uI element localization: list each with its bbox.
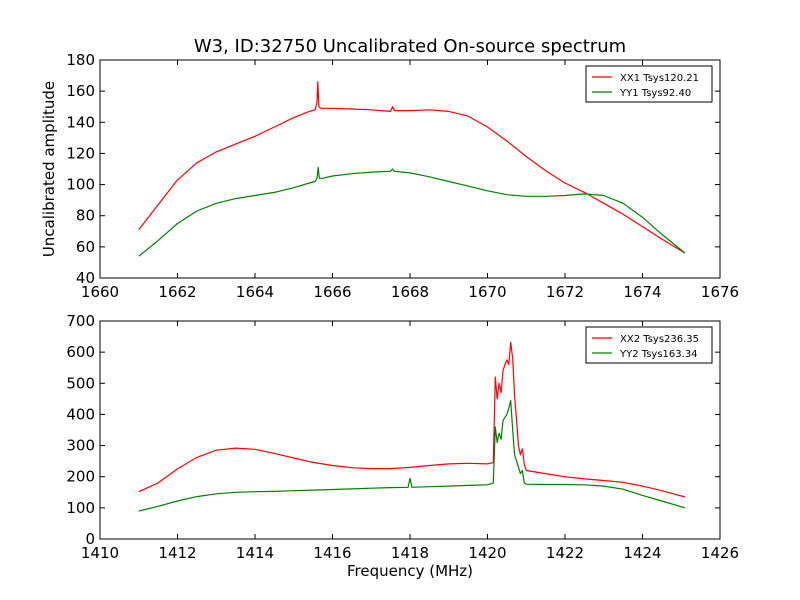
series-line-2-1 [138, 341, 686, 498]
x-tick-label: 1422 [546, 544, 584, 562]
y-tick-label: 300 [66, 437, 95, 455]
x-tick-label: 1410 [81, 544, 119, 562]
x-tick-label: 1414 [236, 544, 274, 562]
x-tick-label: 1676 [701, 283, 739, 301]
x-tick-label: 1662 [158, 283, 196, 301]
y-tick-label: 500 [66, 374, 95, 392]
legend-entry: YY1 Tsys92.40 [619, 88, 691, 99]
y-tick-label: 700 [66, 312, 95, 330]
chart-title: W3, ID:32750 Uncalibrated On-source spec… [194, 36, 626, 57]
series-line-2-2 [138, 399, 686, 512]
x-tick-label: 1664 [236, 283, 274, 301]
x-tick-label: 1420 [468, 544, 506, 562]
legend-box [585, 65, 713, 103]
y-tick-label: 100 [66, 499, 95, 517]
y-tick-label: 0 [85, 530, 95, 548]
y-tick-label: 400 [66, 405, 95, 423]
y-tick-label: 180 [66, 51, 95, 69]
y-tick-label: 600 [66, 343, 95, 361]
y-tick-label: 160 [66, 82, 95, 100]
x-axis-label: Frequency (MHz) [347, 562, 473, 580]
x-tick-label: 1668 [391, 283, 429, 301]
series-line-1-2 [138, 166, 686, 257]
y-axis-label: Uncalibrated amplitude [40, 81, 58, 257]
legend-entry: YY2 Tsys163.34 [619, 349, 698, 360]
y-tick-label: 140 [66, 113, 95, 131]
chart-panel-2: 1410 1412 1414 1416 1418 1420 1422 1424 1426 0 100… [66, 312, 739, 580]
x-tick-label: 1660 [81, 283, 119, 301]
chart-panel-1: 1660 1662 1664 1666 1668 1670 1672 1674 1676 40 60… [40, 51, 739, 301]
legend-box [585, 326, 713, 364]
x-tick-label: 1426 [701, 544, 739, 562]
x-tick-label: 1672 [546, 283, 584, 301]
legend-entry: XX2 Tsys236.35 [620, 334, 699, 345]
x-tick-label: 1418 [391, 544, 429, 562]
y-tick-label: 40 [76, 269, 95, 287]
x-tick-label: 1412 [158, 544, 196, 562]
y-tick-label: 200 [66, 468, 95, 486]
x-tick-label: 1424 [623, 544, 661, 562]
x-tick-label: 1666 [313, 283, 351, 301]
legend-entry: XX1 Tsys120.21 [620, 73, 699, 84]
series-line-1-1 [138, 81, 686, 254]
x-tick-label: 1674 [623, 283, 661, 301]
legend-1: XX1 Tsys120.21 YY1 Tsys92.40 [585, 65, 713, 103]
y-tick-label: 60 [76, 238, 95, 256]
y-tick-label: 80 [76, 207, 95, 225]
y-tick-label: 100 [66, 176, 95, 194]
x-tick-label: 1416 [313, 544, 351, 562]
y-tick-label: 120 [66, 144, 95, 162]
legend-2: XX2 Tsys236.35 YY2 Tsys163.34 [585, 326, 713, 364]
x-tick-label: 1670 [468, 283, 506, 301]
